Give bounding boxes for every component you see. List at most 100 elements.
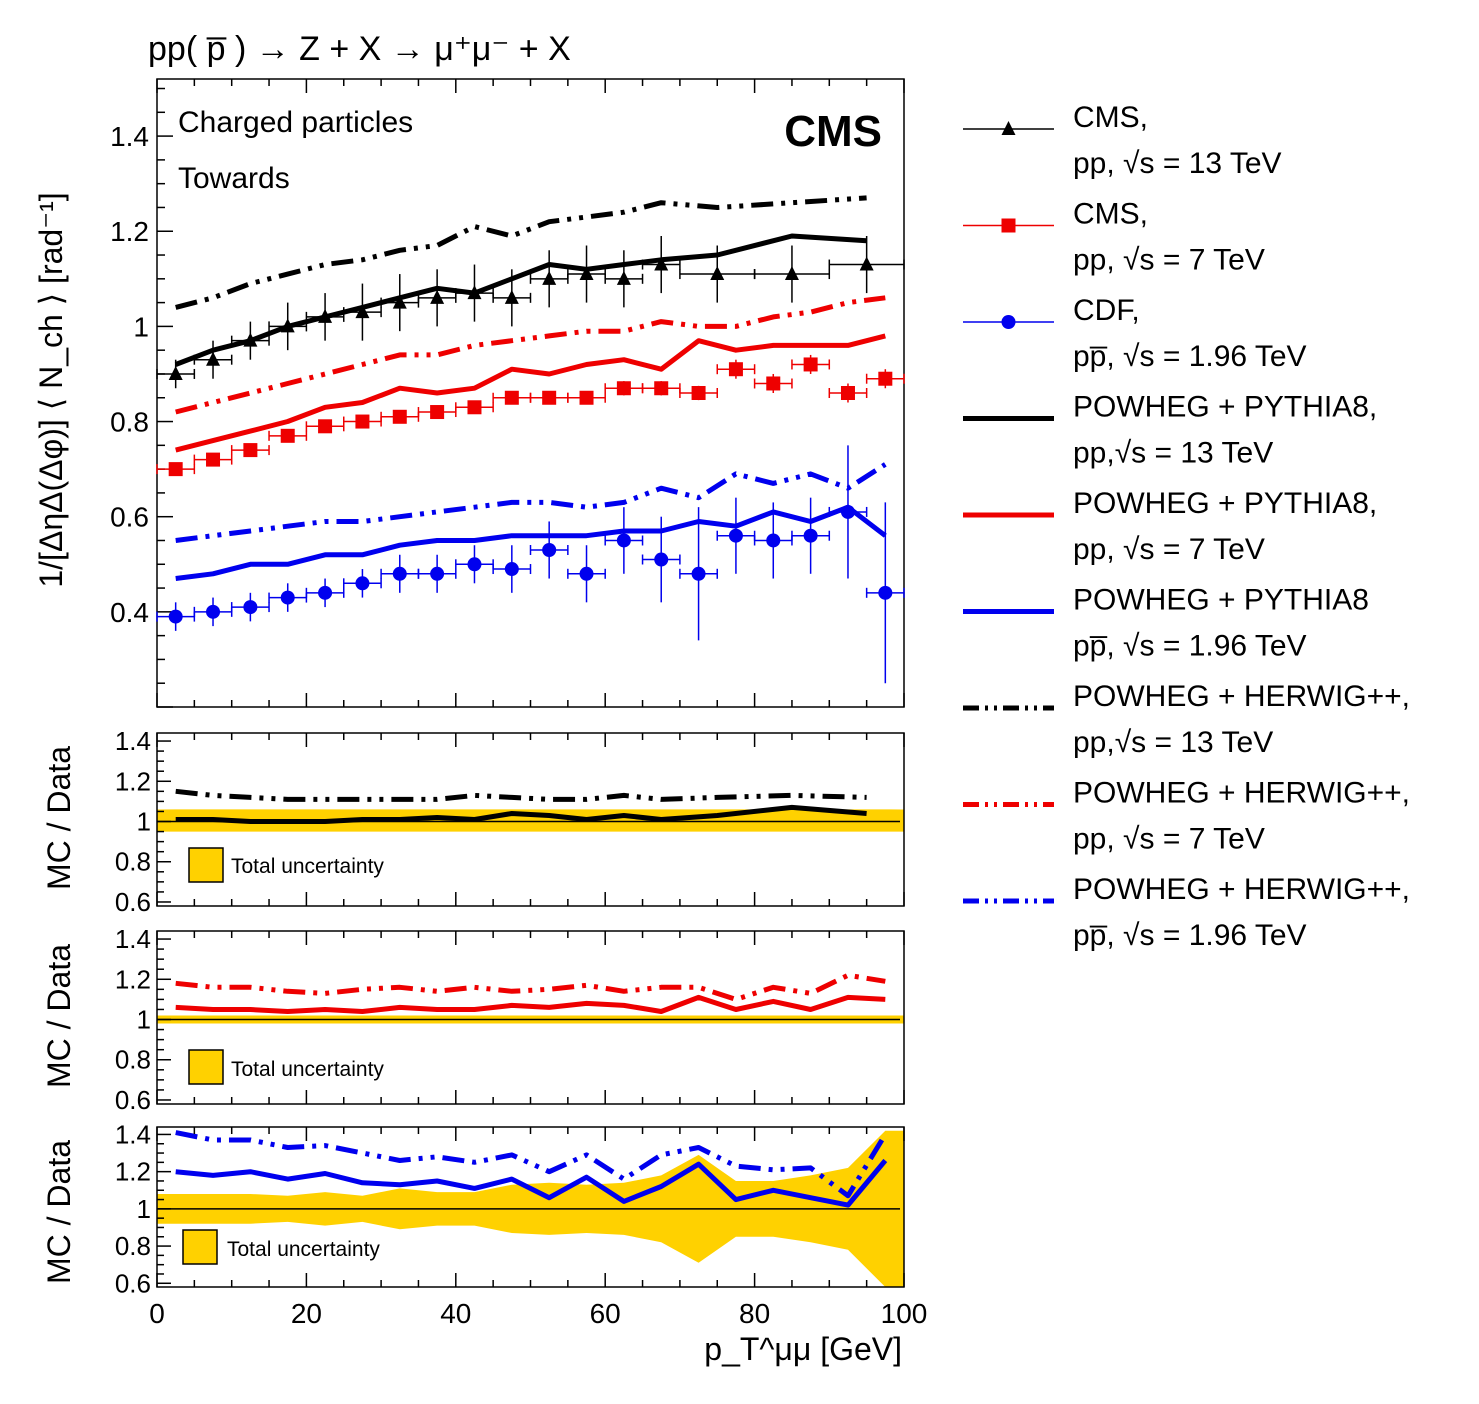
- data-point-square: [616, 381, 631, 396]
- uncertainty-label-196tev: Total uncertainty: [227, 1238, 380, 1261]
- annotation-charged-particles: Charged particles: [178, 106, 413, 139]
- ratio-y-tick-label: 1.4: [115, 726, 151, 756]
- legend-label-line2-2: pp̅, √s = 1.96 TeV: [1073, 340, 1307, 373]
- y-tick-label: 1.4: [110, 121, 149, 152]
- y-axis-title: 1/[ΔηΔ(Δφ)] ⟨ N_ch ⟩ [rad⁻¹]: [33, 192, 69, 587]
- data-point-square: [355, 414, 370, 429]
- data-point-square: [504, 390, 519, 405]
- ratio-y-tick-label: 1.2: [115, 766, 151, 796]
- legend-label-line2-7: pp, √s = 7 TeV: [1073, 823, 1265, 856]
- legend: CMS, pp, √s = 13 TeV CMS, pp, √s = 7 TeV CDF…: [963, 101, 1410, 952]
- ratio-y-tick-label: 1: [137, 1005, 151, 1035]
- ratio-y-tick-label: 1: [137, 807, 151, 837]
- data-point-circle: [467, 557, 482, 572]
- data-point-triangle: [504, 289, 519, 304]
- data-point-square: [803, 357, 818, 372]
- y-tick-label: 0.6: [110, 502, 149, 533]
- ratio-line-1: [175, 972, 886, 1002]
- data-point-triangle: [392, 294, 407, 309]
- y-tick-label: 1.2: [110, 216, 149, 247]
- y-tick-label: 1: [133, 311, 149, 342]
- y-tick-label: 0.4: [110, 597, 149, 628]
- data-point-circle: [654, 552, 669, 567]
- mc-line-4: [175, 295, 886, 415]
- data-point-triangle: [616, 270, 631, 285]
- legend-label-line2-1: pp, √s = 7 TeV: [1073, 244, 1265, 277]
- data-point-circle: [542, 543, 557, 557]
- legend-label-line1-8: POWHEG + HERWIG++,: [1073, 873, 1410, 906]
- mc-line-2: [175, 504, 887, 581]
- data-point-circle: [318, 585, 333, 600]
- ratio-panel-7tev: 0.6 0.8 1 1.2 1.4: [115, 924, 905, 1115]
- mc-line-5: [175, 462, 887, 543]
- data-point-square: [392, 409, 407, 424]
- uncertainty-label-13tev: Total uncertainty: [231, 855, 384, 878]
- x-tick-label: 100: [881, 1298, 928, 1329]
- data-point-square: [168, 462, 183, 477]
- legend-label-line1-6: POWHEG + HERWIG++,: [1073, 680, 1410, 713]
- data-point-circle: [280, 590, 295, 605]
- ratio-panel-13tev: 0.6 0.8 1 1.2 1.4: [115, 726, 905, 917]
- mc-line-1: [175, 333, 886, 453]
- x-tick-label: 60: [590, 1298, 621, 1329]
- data-point-triangle: [206, 351, 221, 366]
- data-point-circle: [691, 566, 706, 581]
- data-point-circle: [803, 528, 818, 543]
- ratio-line-0: [175, 1158, 888, 1208]
- legend-label-line2-8: pp̅, √s = 1.96 TeV: [1073, 919, 1307, 952]
- uncertainty-legend-swatch: [182, 1229, 218, 1265]
- ratio-y-tick-label: 0.8: [115, 1231, 151, 1261]
- data-point-circle: [430, 566, 445, 581]
- uncertainty-label-7tev: Total uncertainty: [231, 1058, 384, 1081]
- legend-label-line2-6: pp,√s = 13 TeV: [1073, 726, 1273, 759]
- data-point-triangle: [542, 270, 557, 285]
- data-point-square: [579, 390, 594, 405]
- uncertainty-legend-swatch: [188, 1049, 224, 1085]
- ratio-y-title-7tev: MC / Data: [41, 944, 77, 1088]
- ratio-y-tick-label: 0.6: [115, 1268, 151, 1298]
- data-point-triangle: [784, 266, 799, 281]
- data-point-square: [766, 376, 781, 391]
- data-point-circle: [878, 585, 893, 600]
- legend-label-line2-5: pp̅, √s = 1.96 TeV: [1073, 630, 1307, 663]
- chart-title: pp( p̅ ) → Z + X → μ⁺μ⁻ + X: [148, 30, 571, 68]
- data-point-triangle: [467, 285, 482, 300]
- data-point-triangle: [355, 304, 370, 319]
- data-point-circle: [728, 528, 743, 543]
- ratio-y-tick-label: 1.4: [115, 1119, 151, 1149]
- data-point-triangle: [430, 289, 445, 304]
- data-point-circle: [616, 533, 631, 548]
- ratio-y-title-196tev: MC / Data: [41, 1140, 77, 1284]
- data-point-square: [206, 452, 221, 467]
- data-point-circle: [579, 566, 594, 581]
- data-point-circle: [168, 609, 183, 624]
- legend-label-line1-1: CMS,: [1073, 198, 1148, 231]
- legend-label-line1-7: POWHEG + HERWIG++,: [1073, 777, 1410, 810]
- data-point-circle: [243, 600, 258, 615]
- data-point-square: [691, 386, 706, 400]
- x-axis-title: p_T^μμ [GeV]: [704, 1331, 902, 1367]
- data-point-triangle: [579, 266, 594, 281]
- ratio-y-tick-label: 0.8: [115, 847, 151, 877]
- data-point-triangle: [859, 256, 874, 271]
- x-tick-label: 0: [149, 1298, 165, 1329]
- data-point-square: [467, 400, 482, 415]
- data-point-square: [542, 390, 557, 405]
- legend-label-line1-0: CMS,: [1073, 101, 1148, 134]
- x-tick-label: 40: [440, 1298, 471, 1329]
- ratio-y-tick-label: 0.6: [115, 1085, 151, 1115]
- ratio-y-tick-label: 0.8: [115, 1045, 151, 1075]
- ratio-line-0: [175, 804, 867, 824]
- data-point-square: [840, 386, 855, 400]
- x-tick-label: 80: [739, 1298, 770, 1329]
- ratio-y-tick-label: 1.2: [115, 964, 151, 994]
- experiment-label: CMS: [784, 107, 882, 156]
- uncertainty-legend-swatch: [188, 847, 224, 883]
- legend-label-line1-5: POWHEG + PYTHIA8: [1073, 584, 1369, 617]
- data-point-circle: [392, 566, 407, 581]
- data-point-square: [318, 419, 333, 434]
- y-tick-label: 0.8: [110, 407, 149, 438]
- data-point-circle: [766, 533, 781, 548]
- data-point-triangle: [654, 256, 669, 271]
- data-point-square: [654, 381, 669, 396]
